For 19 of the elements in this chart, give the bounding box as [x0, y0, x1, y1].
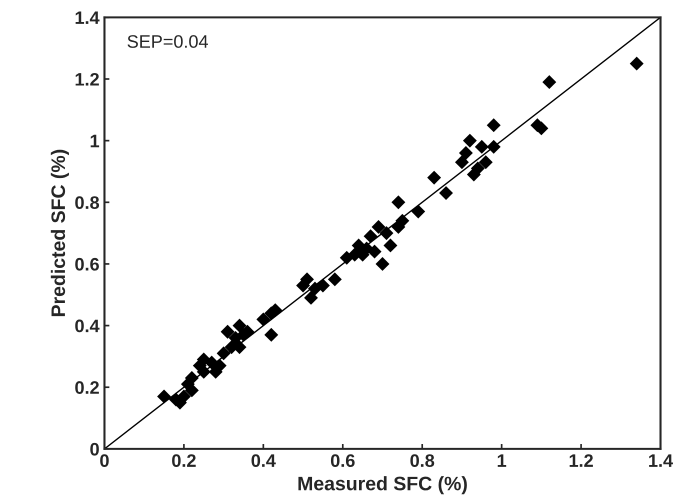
y-tick-label: 0.2 [75, 381, 99, 394]
y-tick-label: 1.4 [76, 11, 100, 24]
y-axis-title: Predicted SFC (%) [50, 150, 69, 316]
x-tick-label: 1.2 [570, 454, 593, 467]
x-tick-label: 0.8 [410, 454, 434, 468]
x-tick-label: 0.4 [252, 454, 276, 468]
y-tick-label: 0.8 [75, 196, 100, 210]
y-tick-label: 0.4 [75, 320, 100, 332]
x-tick-label: 0.6 [330, 454, 355, 468]
x-tick-label: 1 [498, 454, 506, 467]
x-axis-title: Measured SFC (%) [298, 476, 467, 494]
x-tick-label: 1.4 [649, 454, 673, 467]
y-tick-label: 1.2 [76, 72, 99, 86]
y-tick-label: 1 [90, 134, 100, 148]
x-tick-label: 0 [100, 454, 109, 468]
y-tick-label: 0.6 [75, 258, 99, 271]
annotation: SEP=0.04 [128, 35, 208, 48]
y-tick-label: 0 [90, 442, 99, 456]
x-tick-label: 0.2 [172, 454, 196, 468]
